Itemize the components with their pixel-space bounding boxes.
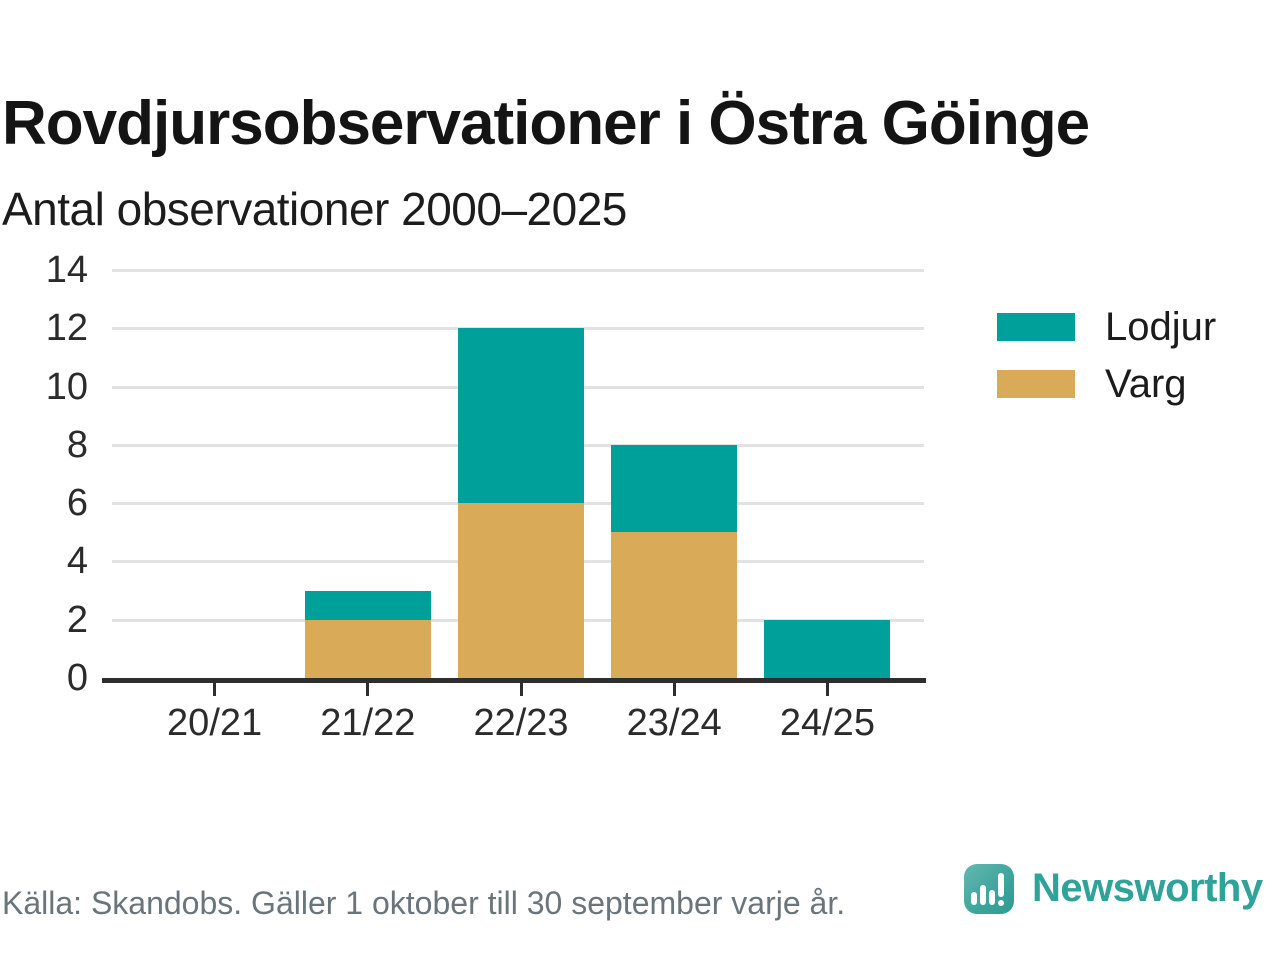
x-axis-tick [519,683,523,696]
bar-stack [764,619,891,678]
y-tick-label: 0 [66,657,88,699]
logo-bar-icon [971,892,977,905]
legend-label-lodjur: Lodjur [1105,305,1217,349]
logo-exclamation-icon [998,873,1004,897]
y-tick-label: 12 [45,307,88,350]
chart-title: Rovdjursobservationer i Östra Göinge [2,88,1090,158]
legend-item-lodjur: Lodjur [997,307,1216,347]
y-tick-label: 6 [66,482,88,525]
x-tick-label: 24/25 [779,702,875,744]
y-tick-label: 4 [66,540,88,583]
bar-segment-varg [611,532,738,678]
y-tick-label: 10 [45,365,88,408]
logo-bar-icon [980,885,986,905]
newsworthy-logo-icon [964,864,1014,914]
x-tick-label: 22/23 [473,702,569,744]
legend: Lodjur Varg [997,307,1216,421]
x-tick-label: 20/21 [167,702,263,744]
category-slot: 22/23 [444,270,597,742]
category-slot: 24/25 [751,270,904,742]
source-note: Källa: Skandobs. Gäller 1 oktober till 3… [2,885,846,921]
x-axis-tick [672,683,676,696]
y-tick-label: 2 [66,598,88,641]
x-tick-label: 23/24 [626,702,722,744]
legend-swatch-lodjur [997,313,1075,341]
bar-segment-lodjur [611,444,738,533]
bar-segment-lodjur [304,590,431,620]
bar-segment-varg [458,503,584,678]
y-tick-label: 14 [45,249,88,291]
bar-stack [611,444,738,678]
x-axis-tick [213,683,217,696]
logo-bar-icon [989,890,995,905]
category-slot: 20/21 [138,270,291,742]
gridline [112,269,924,272]
legend-label-varg: Varg [1105,362,1187,406]
bar-segment-varg [304,619,431,678]
category-slot: 21/22 [291,270,444,742]
y-tick-label: 8 [66,423,88,466]
chart-subtitle: Antal observationer 2000–2025 [2,183,627,235]
x-axis-tick [366,683,370,696]
x-axis-line [102,678,926,683]
brand-name: Newsworthy [1032,866,1263,910]
bar-stack [304,590,431,678]
x-axis-tick [825,683,829,696]
bar-row: 20/21 21/22 22/23 23/24 24/25 [108,270,924,742]
logo-exclamation-dot-icon [998,900,1004,906]
bar-segment-lodjur [764,619,891,678]
category-slot: 23/24 [598,270,751,742]
legend-swatch-varg [997,370,1075,398]
plot-area: 20/21 21/22 22/23 23/24 24/25 [102,269,926,742]
y-axis: 0 2 4 6 8 10 12 14 [0,251,88,697]
x-tick-label: 21/22 [320,702,416,744]
bar-segment-lodjur [458,328,584,504]
bar-stack [458,328,584,678]
legend-item-varg: Varg [997,364,1216,404]
